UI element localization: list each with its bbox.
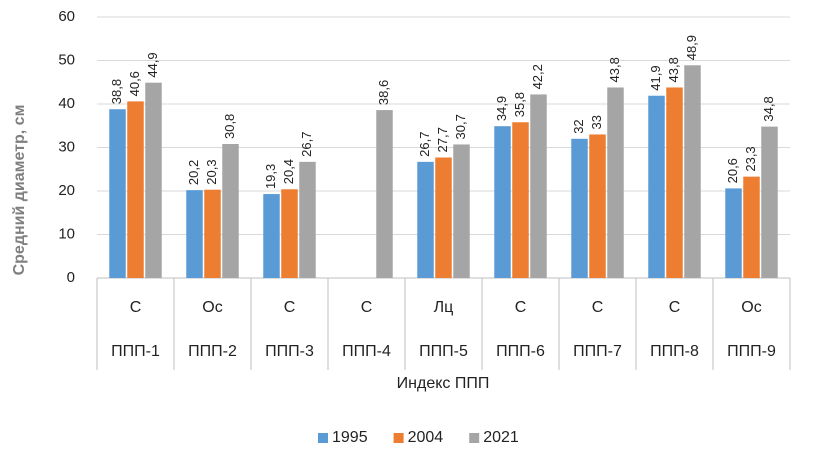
x-axis-title: Индекс ППП [397, 375, 490, 392]
value-label: 26,7 [417, 132, 432, 157]
x-tick-label: ППП-2 [188, 343, 237, 360]
y-tick-label: 30 [58, 138, 75, 155]
bar [684, 65, 701, 278]
x-tick-label: ППП-5 [419, 343, 468, 360]
value-label: 20,3 [204, 159, 219, 184]
value-label: 48,9 [684, 35, 699, 60]
x-subcategory-label: Лц [434, 299, 454, 316]
value-label: 27,7 [435, 127, 450, 152]
value-label: 40,6 [127, 71, 142, 96]
x-tick-label: ППП-3 [265, 343, 314, 360]
value-label: 19,3 [263, 164, 278, 189]
legend-swatch [393, 433, 404, 443]
bar [204, 189, 221, 278]
value-label: 34,8 [761, 96, 776, 121]
y-tick-label: 50 [58, 51, 75, 68]
bar [571, 138, 588, 278]
x-subcategory-label: С [284, 299, 296, 316]
bar [743, 176, 760, 278]
x-tick-label: ППП-9 [727, 343, 776, 360]
value-label: 41,9 [648, 65, 663, 90]
value-label: 30,8 [222, 114, 237, 139]
bar [376, 110, 393, 278]
bar [512, 122, 529, 279]
y-axis-title: Средний диаметр, см [11, 105, 28, 276]
bar [263, 194, 280, 278]
legend-swatch [469, 433, 480, 443]
bar [435, 157, 452, 278]
value-label: 30,7 [453, 114, 468, 139]
bar [281, 189, 298, 278]
y-tick-label: 10 [58, 225, 75, 242]
bar [607, 87, 624, 278]
x-subcategory-label: С [361, 299, 373, 316]
legend-swatch [318, 433, 328, 443]
x-subcategory-label: С [669, 299, 681, 316]
value-label: 43,8 [607, 57, 622, 82]
legend-label: 1995 [332, 429, 368, 446]
x-subcategory-label: С [130, 299, 142, 316]
x-tick-label: ППП-4 [342, 343, 391, 360]
value-label: 20,6 [725, 158, 740, 183]
value-label: 20,4 [281, 159, 296, 184]
value-label: 32 [571, 119, 586, 133]
value-label: 42,2 [530, 64, 545, 89]
bar [453, 144, 470, 278]
bar [530, 94, 547, 279]
x-tick-label: ППП-1 [111, 343, 160, 360]
y-tick-label: 40 [58, 95, 75, 112]
value-label: 34,9 [494, 96, 509, 121]
y-tick-label: 20 [58, 182, 75, 199]
x-subcategory-label: С [515, 299, 527, 316]
value-label: 26,7 [299, 132, 314, 157]
x-tick-label: ППП-7 [573, 343, 622, 360]
y-tick-label: 60 [58, 8, 75, 25]
bar [222, 144, 239, 278]
bar [145, 82, 162, 278]
bar [127, 101, 144, 278]
bar [299, 161, 316, 278]
value-label: 20,2 [186, 160, 201, 185]
x-tick-label: ППП-8 [650, 343, 699, 360]
bar [417, 161, 434, 278]
bar [761, 126, 778, 279]
bar [589, 134, 606, 278]
value-label: 44,9 [145, 52, 160, 77]
bar [494, 126, 511, 278]
bar [109, 109, 126, 278]
value-label: 33 [589, 115, 604, 129]
x-subcategory-label: С [592, 299, 604, 316]
bar [666, 87, 683, 278]
value-label: 38,6 [376, 80, 391, 105]
x-tick-label: ППП-6 [496, 343, 545, 360]
bar [186, 190, 203, 278]
y-tick-label: 0 [67, 269, 75, 286]
value-label: 23,3 [743, 146, 758, 171]
value-label: 35,8 [512, 92, 527, 117]
value-label: 43,8 [666, 57, 681, 82]
legend-label: 2021 [483, 429, 519, 446]
x-subcategory-label: Ос [741, 299, 761, 316]
legend-label: 2004 [408, 429, 444, 446]
x-subcategory-label: Ос [202, 299, 222, 316]
value-label: 38,8 [109, 79, 124, 104]
bar [648, 95, 665, 278]
bar [725, 188, 742, 278]
